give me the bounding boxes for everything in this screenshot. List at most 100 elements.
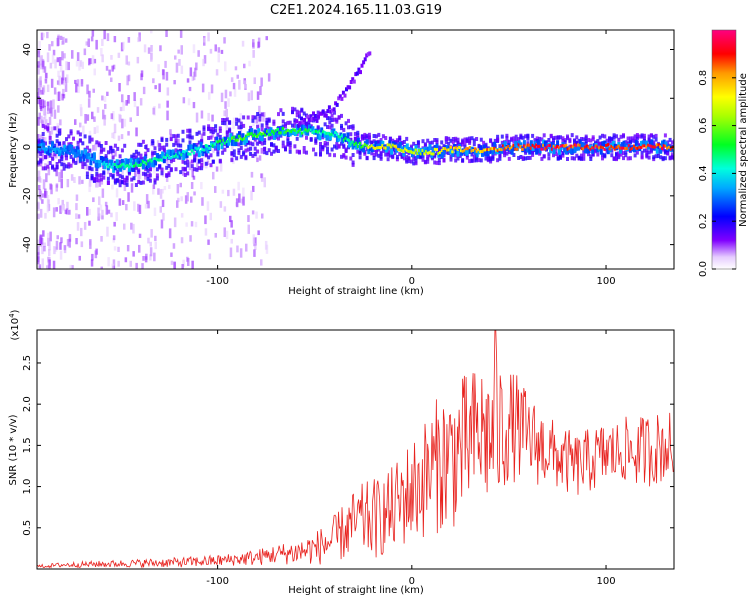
noise-cell: [115, 188, 119, 198]
noise-cell: [57, 198, 60, 205]
spectrogram-x-axis-label: Height of straight line (km): [288, 286, 424, 297]
ridge-halo-cell: [554, 152, 558, 156]
ridge-halo-cell: [384, 136, 388, 140]
ridge-halo-cell: [333, 110, 336, 115]
ridge-cell: [493, 141, 497, 148]
ridge-core-cell: [252, 134, 255, 138]
noise-cell: [37, 50, 41, 58]
ridge-core-cell: [641, 144, 645, 148]
upper-branch-cell: [310, 116, 314, 121]
ridge-halo-cell: [165, 142, 169, 147]
ridge-core-cell: [474, 147, 477, 151]
ridge-core-cell: [498, 147, 501, 151]
noise-cell: [231, 145, 234, 150]
noise-cell: [159, 206, 162, 213]
ridge-core-cell: [293, 128, 297, 132]
noise-cell: [224, 61, 227, 72]
noise-cell: [79, 122, 82, 128]
ridge-cell: [603, 140, 607, 147]
upper-branch-cell: [343, 93, 347, 98]
ridge-cell: [190, 144, 194, 151]
ridge-core-cell: [218, 139, 222, 143]
ridge-halo-cell: [374, 148, 378, 153]
ridge-cell: [580, 141, 584, 148]
noise-cell: [55, 168, 58, 177]
noise-cell: [125, 55, 128, 65]
noise-cell: [239, 126, 243, 134]
ridge-core-cell: [386, 143, 390, 147]
ridge-cell: [189, 144, 193, 151]
noise-cell: [117, 246, 120, 252]
ridge-cell: [341, 137, 345, 144]
noise-cell: [37, 245, 40, 255]
ridge-halo-cell: [60, 153, 64, 158]
ridge-cell: [411, 151, 414, 158]
ridge-halo-cell: [423, 143, 427, 148]
ridge-halo-cell: [72, 136, 75, 141]
ridge-cell: [51, 141, 54, 148]
ridge-core-cell: [391, 143, 395, 147]
ridge-halo-cell: [617, 153, 621, 158]
ridge-core-cell: [176, 155, 180, 159]
noise-cell: [74, 119, 77, 125]
ridge-core-cell: [454, 146, 458, 150]
upper-branch-cell: [335, 102, 339, 107]
ridge-cell: [66, 145, 70, 152]
y-tick-label: 40: [22, 43, 33, 56]
ridge-core-cell: [99, 160, 103, 163]
ridge-cell: [136, 157, 140, 164]
ridge-halo-cell: [316, 110, 320, 115]
noise-cell: [81, 179, 84, 184]
noise-cell: [124, 257, 128, 263]
ridge-core-cell: [56, 147, 59, 151]
ridge-core-cell: [164, 156, 168, 160]
ridge-core-cell: [540, 147, 543, 151]
ridge-core-cell: [659, 145, 662, 149]
noise-cell: [262, 112, 266, 117]
ridge-halo-cell: [111, 155, 115, 160]
ridge-core-cell: [505, 146, 508, 150]
ridge-core-cell: [54, 149, 57, 153]
ridge-cell: [302, 124, 306, 131]
noise-cell: [260, 173, 263, 179]
ridge-core-cell: [428, 151, 431, 155]
noise-cell: [108, 69, 111, 76]
ridge-cell: [75, 146, 79, 153]
ridge-halo-cell: [48, 161, 52, 165]
ridge-halo-cell: [663, 156, 667, 161]
ridge-core-cell: [78, 153, 82, 157]
noise-cell: [45, 152, 49, 159]
ridge-cell: [442, 148, 446, 155]
noise-cell: [45, 173, 48, 183]
ridge-cell: [645, 140, 649, 147]
ridge-halo-cell: [379, 138, 383, 142]
noise-cell: [64, 209, 68, 214]
ridge-halo-cell: [58, 128, 61, 133]
ridge-halo-cell: [577, 155, 581, 160]
ridge-core-cell: [182, 150, 185, 153]
ridge-halo-cell: [146, 168, 150, 173]
ridge-core-cell: [225, 140, 229, 144]
ridge-cell: [571, 147, 575, 154]
noise-cell: [121, 94, 124, 103]
noise-cell: [50, 107, 53, 117]
ridge-halo-cell: [451, 137, 455, 141]
ridge-core-cell: [192, 151, 196, 155]
ridge-halo-cell: [615, 157, 618, 162]
ridge-halo-cell: [95, 178, 99, 183]
ridge-core-cell: [587, 146, 591, 150]
ridge-halo-cell: [106, 159, 110, 164]
ridge-halo-cell: [482, 140, 486, 145]
noise-cell: [138, 173, 142, 180]
ridge-core-cell: [80, 152, 84, 156]
ridge-halo-cell: [456, 140, 460, 145]
noise-cell: [37, 78, 41, 83]
noise-cell: [182, 259, 185, 267]
ridge-halo-cell: [53, 126, 57, 131]
noise-cell: [159, 45, 162, 52]
ridge-halo-cell: [647, 155, 651, 160]
noise-cell: [162, 69, 165, 80]
noise-cell: [252, 234, 255, 244]
ridge-halo-cell: [458, 153, 462, 158]
noise-cell: [51, 41, 54, 47]
